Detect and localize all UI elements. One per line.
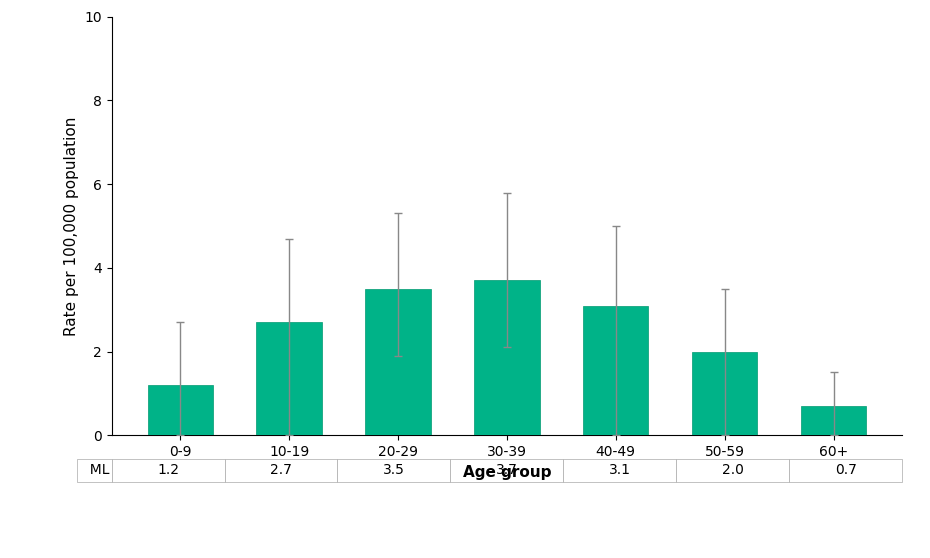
Bar xyxy=(692,352,757,435)
Bar xyxy=(257,323,322,435)
Bar xyxy=(474,280,539,435)
Bar xyxy=(801,406,866,435)
X-axis label: Age group: Age group xyxy=(462,464,551,479)
Bar xyxy=(583,306,648,435)
Bar xyxy=(365,289,431,435)
Y-axis label: Rate per 100,000 population: Rate per 100,000 population xyxy=(63,116,79,336)
Bar xyxy=(148,385,213,435)
